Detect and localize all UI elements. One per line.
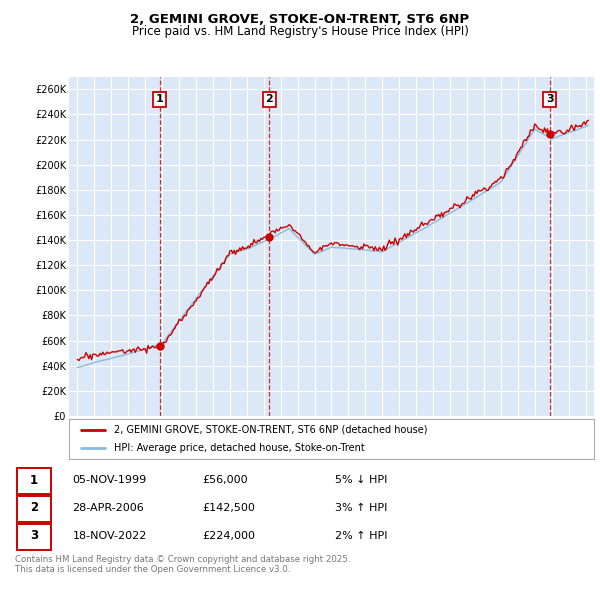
Text: 2, GEMINI GROVE, STOKE-ON-TRENT, ST6 6NP: 2, GEMINI GROVE, STOKE-ON-TRENT, ST6 6NP [130, 13, 470, 26]
Text: 2% ↑ HPI: 2% ↑ HPI [335, 531, 387, 541]
FancyBboxPatch shape [17, 524, 50, 550]
Text: 18-NOV-2022: 18-NOV-2022 [73, 531, 147, 541]
Text: £142,500: £142,500 [202, 503, 255, 513]
Text: 2: 2 [30, 502, 38, 514]
Text: 3: 3 [30, 529, 38, 542]
Text: 05-NOV-1999: 05-NOV-1999 [73, 475, 147, 485]
Text: 28-APR-2006: 28-APR-2006 [73, 503, 144, 513]
FancyBboxPatch shape [17, 468, 50, 494]
Text: 2, GEMINI GROVE, STOKE-ON-TRENT, ST6 6NP (detached house): 2, GEMINI GROVE, STOKE-ON-TRENT, ST6 6NP… [113, 425, 427, 435]
Text: 1: 1 [155, 94, 163, 104]
Text: 3% ↑ HPI: 3% ↑ HPI [335, 503, 387, 513]
FancyBboxPatch shape [17, 496, 50, 522]
Text: 1: 1 [30, 474, 38, 487]
Text: HPI: Average price, detached house, Stoke-on-Trent: HPI: Average price, detached house, Stok… [113, 443, 364, 453]
Text: 3: 3 [546, 94, 553, 104]
Text: £224,000: £224,000 [202, 531, 255, 541]
Text: 2: 2 [265, 94, 273, 104]
Text: Contains HM Land Registry data © Crown copyright and database right 2025.
This d: Contains HM Land Registry data © Crown c… [15, 555, 350, 574]
Text: Price paid vs. HM Land Registry's House Price Index (HPI): Price paid vs. HM Land Registry's House … [131, 25, 469, 38]
Text: £56,000: £56,000 [202, 475, 248, 485]
Text: 5% ↓ HPI: 5% ↓ HPI [335, 475, 387, 485]
